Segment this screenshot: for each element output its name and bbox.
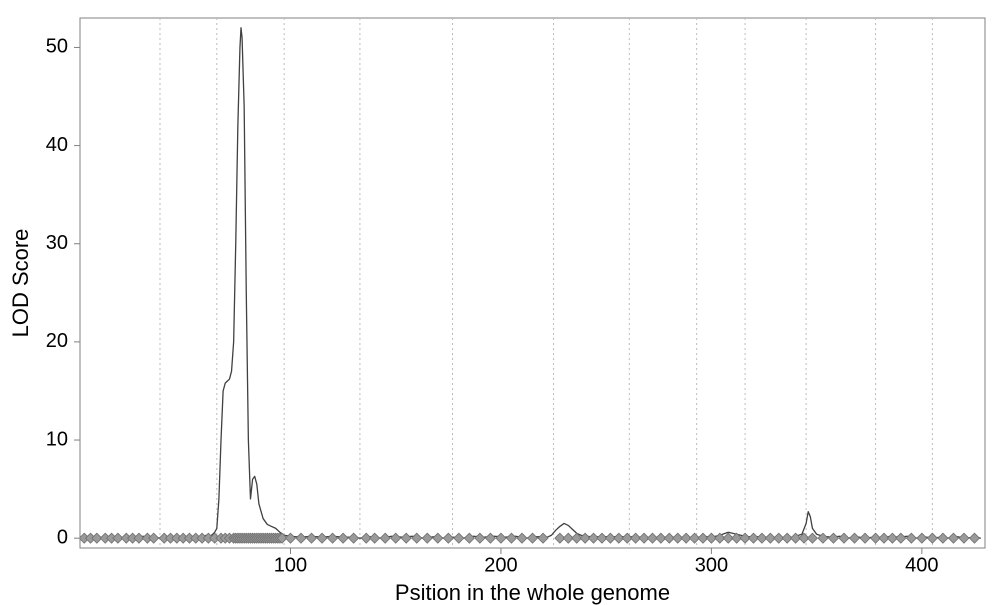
y-axis-label: LOD Score — [8, 229, 33, 338]
x-axis-label: Psition in the whole genome — [395, 580, 670, 605]
svg-text:400: 400 — [905, 555, 938, 577]
svg-text:30: 30 — [46, 232, 68, 254]
svg-text:10: 10 — [46, 428, 68, 450]
svg-text:50: 50 — [46, 36, 68, 58]
svg-text:200: 200 — [484, 555, 517, 577]
svg-text:40: 40 — [46, 134, 68, 156]
lod-score-chart: 0 10 20 30 40 50 100 200 300 400 Psition in the wh… — [0, 0, 1000, 605]
svg-text:0: 0 — [57, 526, 68, 548]
svg-text:300: 300 — [695, 555, 728, 577]
svg-text:100: 100 — [274, 555, 307, 577]
svg-text:20: 20 — [46, 330, 68, 352]
